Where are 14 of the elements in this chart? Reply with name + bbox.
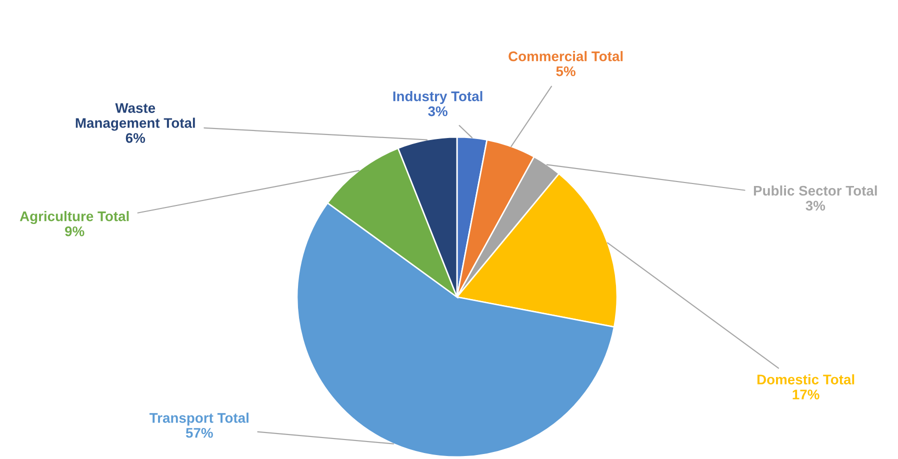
data-label: 3% [806,200,826,211]
slice-label: Commercial Total [508,51,623,62]
data-label: 9% [65,226,84,236]
slice-label: Waste Management Total [76,103,195,131]
slice-label: Domestic Total [757,374,854,384]
data-label: 3% [428,106,448,116]
data-label: 17% [792,390,820,400]
slice-label: Public Sector Total [754,185,877,196]
data-label: 57% [186,428,213,438]
slice-label: Agriculture Total [20,211,129,224]
data-label: 6% [126,133,146,143]
slice-label: Transport Total [150,412,248,426]
slice-label: Industry Total [393,91,482,104]
data-label: 5% [556,66,576,76]
